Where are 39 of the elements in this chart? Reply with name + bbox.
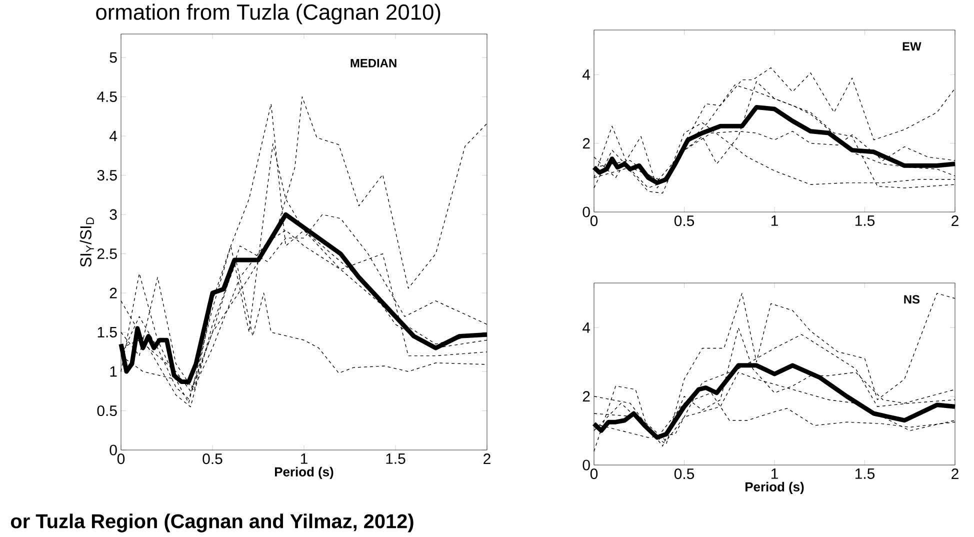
y-tick-label: 3.5 [97,170,117,181]
x-tick-label: 2 [484,454,490,464]
x-tick-label: 0 [590,216,598,226]
x-axis-title: Period (s) [274,466,334,480]
x-tick-label: 1 [300,454,308,464]
y-tick-label: 3 [110,209,117,220]
x-tick-label: 2 [952,216,958,226]
y-axis-title: SI$_{Y}$/SI$_{D}$ [80,218,94,267]
y-tick-label: 2.5 [97,248,117,260]
x-tick-label: 1 [771,216,778,226]
text: MEDIAN [350,59,396,68]
y-tick-label: 2 [582,391,590,402]
text: NS [904,295,920,304]
y-tick-label: 1.5 [98,327,117,338]
y-tick-label: 4 [110,130,118,142]
y-tick-label: 0.5 [97,405,117,416]
y-tick-label: 4.5 [97,92,117,102]
y-tick-label: 0 [582,206,590,218]
text: or Tuzla Region (Cagnan and Yilmaz, 2012) [10,514,414,532]
y-tick-label: 4 [582,69,590,80]
text: ormation from Tuzla (Cagnan 2010) [96,4,440,24]
x-tick-label: 2 [952,468,958,479]
y-tick-label: 0 [110,444,117,456]
x-axis-title: Period (s) [746,482,804,494]
x-tick-label: 0 [590,468,598,480]
y-tick-label: 2 [110,288,117,298]
x-tick-label: 1 [771,468,778,479]
x-tick-label: 0 [117,454,125,464]
text: EW [902,42,922,50]
x-tick-label: 1.5 [386,454,406,464]
y-tick-label: 5 [110,52,117,63]
y-tick-label: 1 [110,366,117,377]
x-tick-label: 0.5 [674,468,694,480]
x-tick-label: 0.5 [202,454,222,464]
x-tick-label: 1.5 [856,216,875,226]
x-tick-label: 1.5 [856,468,875,479]
y-tick-label: 2 [582,138,590,149]
y-tick-label: 4 [582,322,590,333]
x-tick-label: 0.5 [674,216,694,226]
